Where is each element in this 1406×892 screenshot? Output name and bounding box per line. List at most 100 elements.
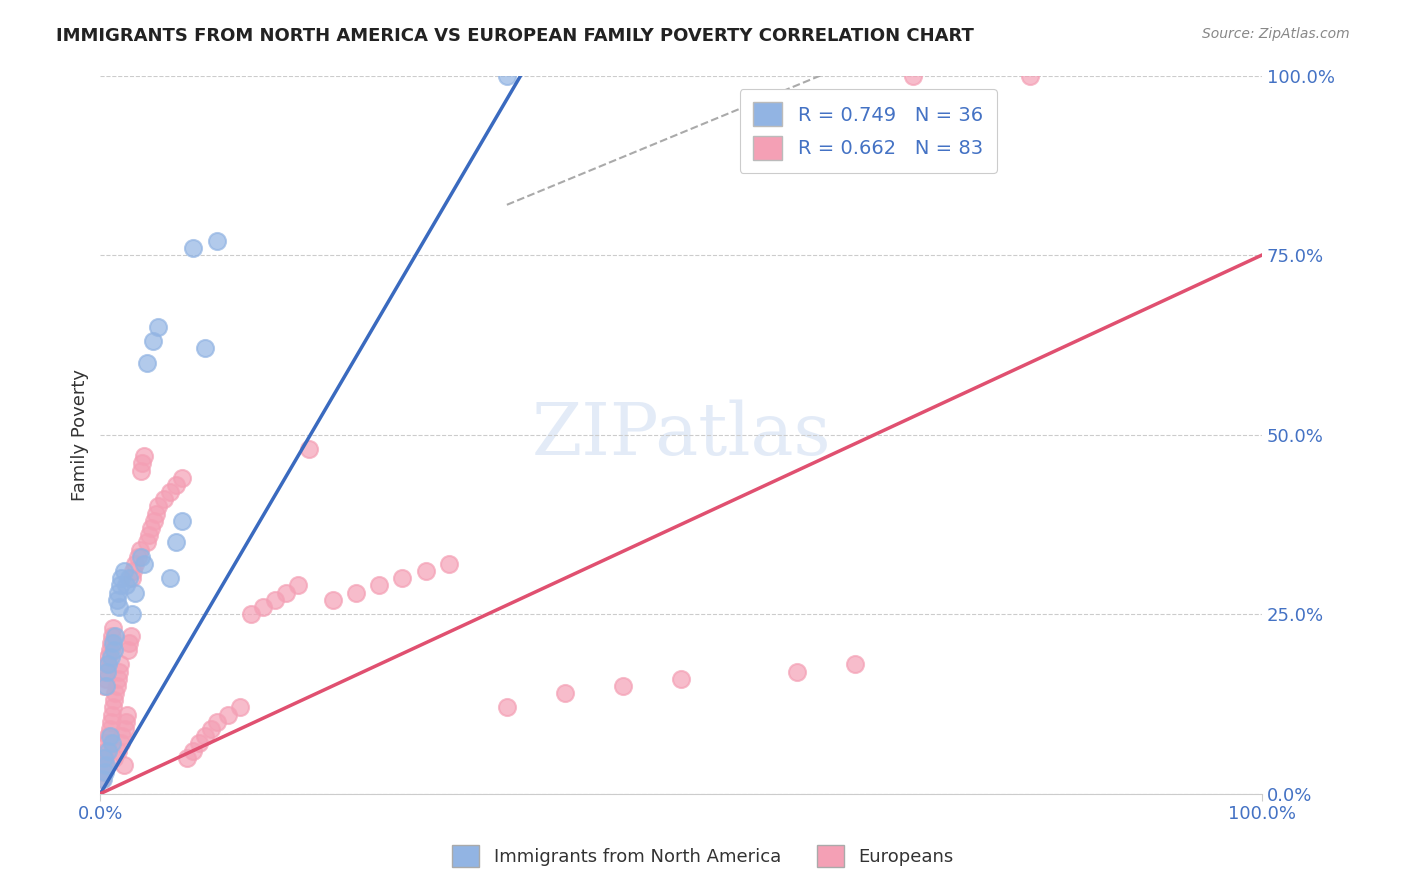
Point: [142, 514, 165, 528]
Point: [194, 342, 217, 356]
Point: [188, 736, 211, 750]
Point: [107, 672, 129, 686]
Point: [96, 736, 118, 750]
Point: [98, 722, 121, 736]
Point: [170, 471, 193, 485]
Point: [98, 643, 121, 657]
Point: [176, 751, 198, 765]
Point: [97, 650, 120, 665]
Point: [96, 665, 118, 679]
Text: IMMIGRANTS FROM NORTH AMERICA VS EUROPEAN FAMILY POVERTY CORRELATION CHART: IMMIGRANTS FROM NORTH AMERICA VS EUROPEA…: [56, 27, 974, 45]
Point: [104, 686, 127, 700]
Point: [496, 700, 519, 714]
Point: [115, 578, 138, 592]
Point: [170, 514, 193, 528]
Point: [129, 549, 152, 564]
Point: [93, 758, 115, 772]
Point: [121, 571, 143, 585]
Point: [128, 542, 150, 557]
Point: [142, 334, 165, 349]
Point: [263, 592, 285, 607]
Y-axis label: Family Poverty: Family Poverty: [72, 368, 89, 500]
Point: [159, 571, 181, 585]
Point: [134, 557, 156, 571]
Point: [181, 743, 204, 757]
Point: [205, 234, 228, 248]
Point: [612, 679, 634, 693]
Point: [111, 729, 134, 743]
Point: [107, 585, 129, 599]
Point: [165, 478, 187, 492]
Point: [287, 578, 309, 592]
Point: [96, 657, 118, 672]
Point: [903, 69, 925, 83]
Point: [138, 528, 160, 542]
Point: [131, 456, 153, 470]
Point: [122, 564, 145, 578]
Point: [437, 557, 460, 571]
Point: [98, 729, 121, 743]
Point: [217, 707, 239, 722]
Point: [1018, 69, 1040, 83]
Point: [496, 69, 519, 83]
Legend: Immigrants from North America, Europeans: Immigrants from North America, Europeans: [444, 838, 962, 874]
Point: [124, 585, 146, 599]
Point: [121, 607, 143, 621]
Point: [101, 736, 124, 750]
Point: [100, 636, 122, 650]
Point: [105, 679, 128, 693]
Point: [101, 700, 124, 714]
Point: [90, 772, 112, 787]
Point: [159, 485, 181, 500]
Legend: R = 0.749   N = 36, R = 0.662   N = 83: R = 0.749 N = 36, R = 0.662 N = 83: [740, 89, 997, 173]
Point: [93, 751, 115, 765]
Point: [101, 629, 124, 643]
Point: [97, 743, 120, 757]
Point: [252, 599, 274, 614]
Point: [135, 356, 157, 370]
Point: [96, 672, 118, 686]
Point: [415, 564, 437, 578]
Point: [97, 729, 120, 743]
Point: [94, 751, 117, 765]
Point: [145, 507, 167, 521]
Point: [117, 643, 139, 657]
Point: [103, 643, 125, 657]
Point: [118, 571, 141, 585]
Point: [114, 722, 136, 736]
Point: [276, 585, 298, 599]
Point: [101, 622, 124, 636]
Point: [108, 665, 131, 679]
Point: [103, 693, 125, 707]
Point: [108, 578, 131, 592]
Point: [148, 500, 170, 514]
Text: ZIPatlas: ZIPatlas: [531, 400, 831, 470]
Point: [110, 736, 132, 750]
Point: [134, 449, 156, 463]
Point: [110, 571, 132, 585]
Point: [229, 700, 252, 714]
Point: [105, 592, 128, 607]
Point: [322, 592, 344, 607]
Point: [107, 743, 129, 757]
Point: [91, 772, 114, 787]
Point: [124, 557, 146, 571]
Point: [96, 758, 118, 772]
Point: [844, 657, 866, 672]
Point: [298, 442, 321, 456]
Point: [115, 714, 138, 729]
Point: [103, 751, 125, 765]
Point: [96, 743, 118, 757]
Point: [104, 629, 127, 643]
Point: [101, 636, 124, 650]
Point: [205, 714, 228, 729]
Point: [94, 665, 117, 679]
Point: [118, 636, 141, 650]
Point: [100, 714, 122, 729]
Point: [120, 629, 142, 643]
Point: [153, 492, 176, 507]
Point: [91, 765, 114, 780]
Point: [129, 463, 152, 477]
Point: [112, 564, 135, 578]
Point: [96, 679, 118, 693]
